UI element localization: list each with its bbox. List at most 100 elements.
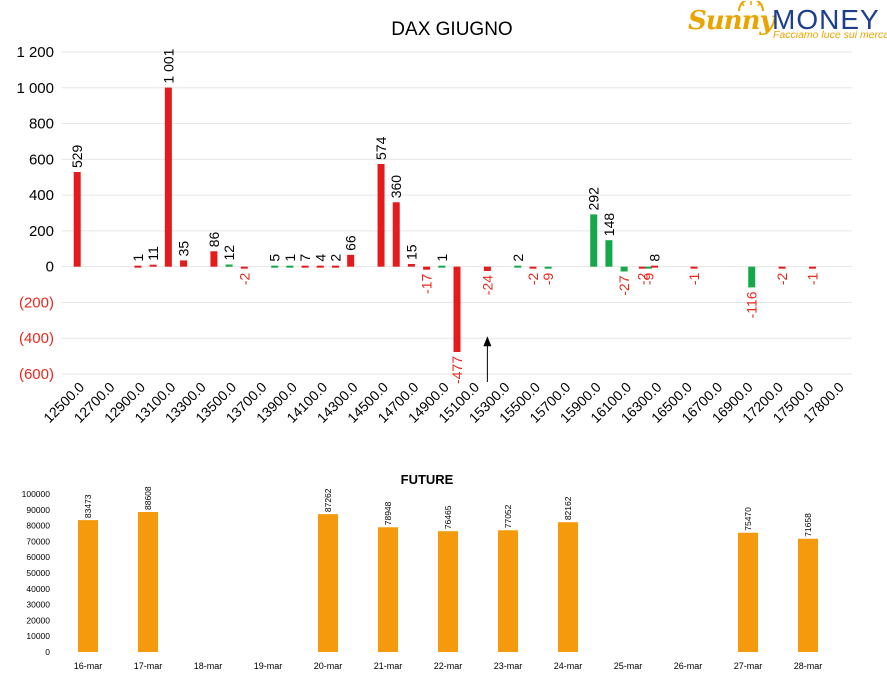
bar [286,265,294,268]
y-tick-label: 40000 [26,584,50,594]
bar [164,87,172,267]
bar [651,265,658,268]
bar-data-label: -24 [479,275,495,295]
bar-data-label: 35 [176,241,192,257]
bar [378,527,398,652]
y-tick-label: 90000 [26,505,50,515]
bar-data-label: 8 [647,254,663,262]
sun-rays-icon [738,1,764,11]
y-tick-label: 1 200 [16,44,54,61]
bar-data-label: -27 [616,275,632,295]
y-tick-label: 30000 [26,600,50,610]
y-tick-label: (400) [19,330,54,347]
bar-data-label: 1 [282,254,298,262]
bar [438,265,446,268]
bar-data-label: 2 [510,254,526,262]
bar-data-label: 76465 [443,505,453,529]
bar-data-label: 12 [221,245,237,261]
bar-data-label: 574 [373,136,389,160]
bar [423,266,431,270]
bar-data-label: -9 [640,272,656,285]
bar-data-label: 88608 [143,486,153,510]
logo-brand-sunny: Sunny [688,6,775,36]
bar [498,530,518,652]
bar [78,520,98,652]
bar [590,214,598,267]
bar [544,266,552,269]
bar-data-label: 77052 [503,504,513,528]
y-tick-label: 60000 [26,552,50,562]
bar-data-label: -17 [419,273,435,293]
bar [514,265,522,268]
bar-data-label: -2 [634,272,650,285]
bar-data-label: 83473 [83,494,93,518]
x-tick-label: 22-mar [434,661,463,671]
bar [73,172,81,267]
bar-data-label: 15 [403,244,419,260]
y-tick-label: 800 [29,116,54,133]
bar-data-label: -2 [525,272,541,285]
y-tick-label: 70000 [26,536,50,546]
y-tick-label: (600) [19,366,54,383]
bar-data-label: 360 [388,175,404,199]
bar [301,265,309,268]
bar-data-label: 2 [327,254,343,262]
bar [377,163,385,267]
bar-data-label: 75470 [743,507,753,531]
bar [180,260,188,267]
x-tick-label: 18-mar [194,661,223,671]
bar [809,266,816,269]
bar-data-label: 11 [145,246,161,261]
bar [798,538,818,652]
x-tick-label: 26-mar [674,661,703,671]
x-tick-label: 28-mar [794,661,823,671]
x-tick-label: 23-mar [494,661,523,671]
bar-data-label: -116 [744,291,760,318]
logo-brand-money: MONEY [772,4,880,35]
y-tick-label: 1 000 [16,80,54,97]
y-tick-label: 10000 [26,631,50,641]
bar [149,264,157,267]
sunny-money-logo: Sunny MONEY Facciamo luce sui mercati [686,1,887,44]
bar-data-label: -1 [805,272,821,285]
x-tick-label: 27-mar [734,661,763,671]
bar-data-label: 5 [267,254,283,262]
logo-tagline: Facciamo luce sui mercati [773,29,887,41]
bar-data-label: 1 001 [160,48,176,83]
bar [318,514,338,652]
bar-data-label: 87262 [323,488,333,512]
bar [316,265,324,268]
bar-data-label: -9 [540,272,556,285]
y-tick-label: 0 [45,647,50,657]
bar-data-label: 71658 [803,513,813,537]
bar [392,202,400,267]
bar-data-label: 7 [297,254,313,262]
bar-data-label: 529 [69,144,85,168]
bar-data-label: 82162 [563,496,573,520]
bar [605,240,613,267]
x-tick-label: 24-mar [554,661,583,671]
arrow-head-icon [483,336,492,347]
bar [738,532,758,652]
y-tick-label: 400 [29,187,54,204]
chart-title: FUTURE [401,472,454,487]
bar-data-label: 1 [130,254,146,262]
bar [331,265,339,268]
bar-data-label: -2 [774,272,790,285]
bar [638,266,646,269]
bar-data-label: -1 [686,272,702,285]
bar-data-label: -2 [236,272,252,285]
y-tick-label: 80000 [26,521,50,531]
x-tick-label: 20-mar [314,661,343,671]
x-tick-label: 25-mar [614,661,643,671]
bar-data-label: 292 [586,187,602,211]
bar [271,265,279,268]
bar [225,264,233,267]
bar [453,266,461,352]
bar [240,266,248,269]
y-tick-label: 600 [29,151,54,168]
bar [529,266,537,269]
bar-data-label: -477 [449,356,465,384]
